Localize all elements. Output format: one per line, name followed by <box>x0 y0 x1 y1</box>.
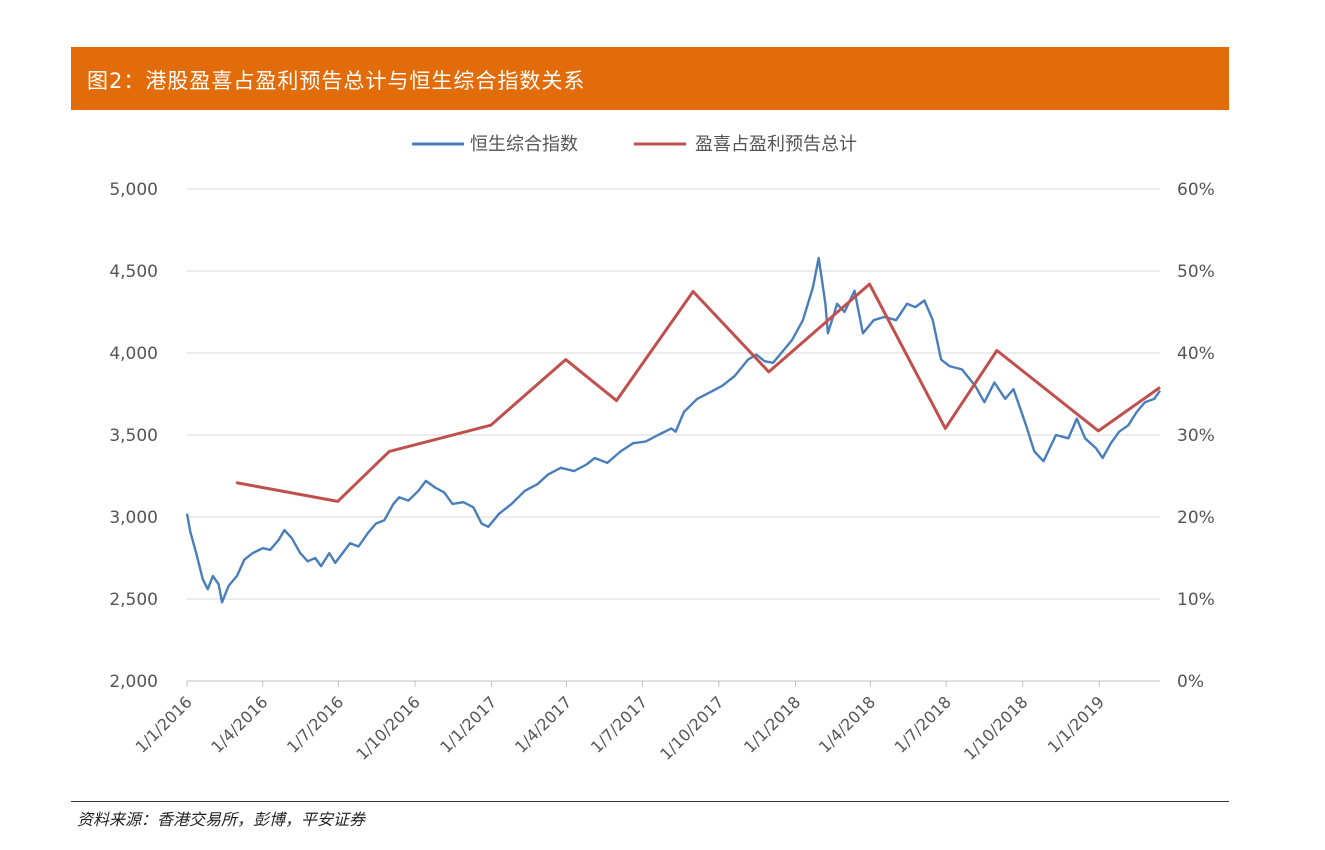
x-axis: 1/1/2016 1/4/2016 1/7/2016 1/10/2016 1/1/201… <box>132 681 1108 764</box>
right-tick-label: 30% <box>1177 426 1215 446</box>
series-lines <box>185 256 1161 604</box>
x-tick-label: 1/1/2018 <box>740 692 804 756</box>
x-tick-label: 1/7/2016 <box>283 692 347 756</box>
source-divider <box>71 801 1229 802</box>
x-tick-label: 1/1/2016 <box>132 692 196 756</box>
legend: 恒生综合指数 盈喜占盈利预告总计 <box>412 134 857 155</box>
right-tick-label: 60% <box>1177 180 1215 200</box>
figure-title: 图2：港股盈喜占盈利预告总计与恒生综合指数关系 <box>87 69 586 93</box>
gridlines <box>187 188 1160 682</box>
left-tick-label: 4,000 <box>109 344 158 364</box>
left-tick-label: 4,500 <box>109 262 158 282</box>
x-tick-label: 1/7/2017 <box>587 692 651 756</box>
line-chart: 恒生综合指数 盈喜占盈利预告总计 2,000 2,500 3,000 3,500 4,00… <box>109 134 1215 764</box>
legend-label: 恒生综合指数 <box>470 134 578 155</box>
legend-label: 盈喜占盈利预告总计 <box>695 134 857 155</box>
right-tick-label: 10% <box>1177 590 1215 610</box>
left-tick-label: 3,000 <box>109 508 158 528</box>
x-tick-label: 1/4/2018 <box>815 692 879 756</box>
right-axis-ticks: 0% 10% 20% 30% 40% 50% 60% <box>1177 180 1215 692</box>
right-tick-label: 40% <box>1177 344 1215 364</box>
right-tick-label: 50% <box>1177 262 1215 282</box>
x-tick-label: 1/1/2017 <box>436 692 500 756</box>
left-tick-label: 5,000 <box>109 180 158 200</box>
left-tick-label: 3,500 <box>109 426 158 446</box>
x-tick-label: 1/10/2017 <box>656 692 727 763</box>
figure-title-banner: 图2：港股盈喜占盈利预告总计与恒生综合指数关系 <box>71 47 1229 110</box>
right-tick-label: 20% <box>1177 508 1215 528</box>
x-tick-label: 1/10/2016 <box>352 692 423 763</box>
x-tick-label: 1/4/2016 <box>207 692 271 756</box>
source-note: 资料来源：香港交易所，彭博，平安证券 <box>77 810 366 829</box>
right-tick-label: 0% <box>1177 672 1204 692</box>
x-tick-label: 1/10/2018 <box>960 692 1031 763</box>
left-tick-label: 2,000 <box>109 672 158 692</box>
left-tick-label: 2,500 <box>109 590 158 610</box>
x-tick-label: 1/7/2018 <box>891 692 955 756</box>
x-tick-label: 1/1/2019 <box>1044 692 1108 756</box>
earnings-ratio-line <box>235 282 1161 503</box>
left-axis-ticks: 2,000 2,500 3,000 3,500 4,000 4,500 5,000 <box>109 180 158 692</box>
x-tick-label: 1/4/2017 <box>511 692 575 756</box>
hsci-index-line <box>185 256 1161 604</box>
